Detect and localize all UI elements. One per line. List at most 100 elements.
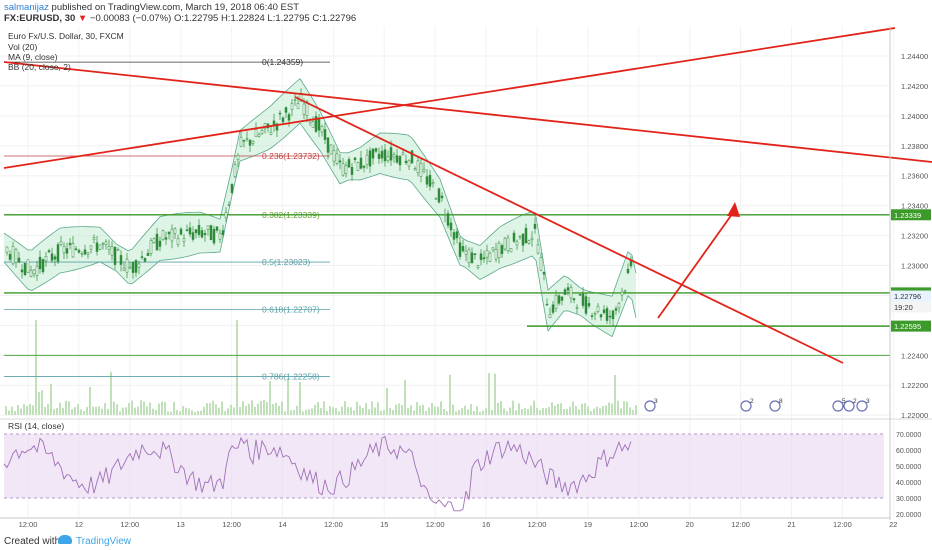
candle-body (422, 169, 426, 172)
candle-body (212, 229, 216, 244)
price-tick-label: 1.22200 (901, 381, 928, 390)
candle-body (134, 260, 138, 273)
candle-body (47, 250, 51, 253)
volume-bar (533, 400, 535, 415)
volume-bar (524, 408, 526, 415)
volume-bar (41, 390, 43, 415)
volume-bar (155, 410, 157, 415)
volume-bar (530, 405, 532, 415)
candle-body (89, 245, 93, 250)
candle-body (554, 294, 558, 309)
volume-bar (302, 411, 304, 415)
candle-body (113, 246, 117, 265)
candle-body (317, 118, 321, 131)
candle-body (557, 295, 561, 304)
rsi-tick-label: 20.0000 (896, 512, 921, 519)
candle-body (509, 248, 513, 253)
volume-bar (506, 411, 508, 415)
volume-bar (134, 407, 136, 415)
arrow-head-icon (727, 202, 740, 217)
rsi-axis[interactable]: 70.0000 60.0000 50.0000 40.0000 30.0000 20.00… (896, 432, 921, 519)
candle-body (242, 139, 246, 142)
volume-bar (347, 407, 349, 415)
volume-bar (329, 406, 331, 415)
volume-bar (56, 408, 58, 415)
candle-body (14, 249, 18, 263)
candle-body (119, 255, 123, 265)
candle-body (356, 162, 360, 171)
volume-bar (407, 407, 409, 415)
volume-bar (299, 382, 301, 415)
candle-body (434, 198, 438, 200)
volume-bar (626, 401, 628, 415)
price-tag-label: 1.22796 (894, 292, 921, 301)
time-tick-label: 20 (686, 520, 694, 529)
volume-bar (602, 406, 604, 415)
volume-bar (236, 320, 238, 415)
bollinger-lower (3, 122, 637, 338)
time-tick-label: 21 (787, 520, 795, 529)
volume-bar (317, 402, 319, 415)
volume-bar (194, 411, 196, 415)
time-axis[interactable]: 12:00 12 12:00 13 12:00 14 12:00 15 12:00 16 12:00… (19, 520, 898, 529)
trend-lines[interactable] (3, 27, 932, 364)
author-link[interactable]: salmanijaz (4, 2, 49, 13)
volume-bar (386, 388, 388, 415)
volume-bar (248, 403, 250, 415)
tradingview-brand[interactable]: TradingView (76, 536, 132, 547)
trend-line (3, 27, 896, 169)
fib-label: 0.786(1.22258) (262, 372, 320, 382)
volume-bar (515, 410, 517, 415)
trend-line (294, 96, 844, 364)
candle-body (182, 238, 186, 242)
candle-body (479, 253, 483, 261)
volume-bar (539, 410, 541, 415)
candle-body (584, 296, 588, 314)
candle-body (83, 249, 87, 255)
volume-bar (350, 407, 352, 415)
candle-body (392, 154, 396, 158)
volume-bar (377, 402, 379, 415)
price-tick-label: 1.24400 (901, 52, 928, 61)
volume-bar (158, 403, 160, 415)
candle-body (416, 160, 420, 174)
volume-bar (584, 403, 586, 415)
volume-bar (173, 402, 175, 415)
volume-bar (383, 410, 385, 415)
candle-body (467, 249, 471, 264)
volume-bar (560, 403, 562, 415)
volume-bar (179, 411, 181, 415)
event-count: 2 (750, 398, 754, 405)
candle-body (44, 256, 48, 262)
candle-body (179, 228, 183, 235)
volume-bar (446, 411, 448, 415)
candle-body (452, 232, 456, 240)
candle-body (290, 102, 294, 110)
candle-body (233, 164, 237, 178)
volume-bar (227, 408, 229, 415)
candle-body (593, 312, 597, 315)
price-tag-label: 1.22595 (894, 322, 921, 331)
volume-bar (116, 404, 118, 415)
candle-body (209, 225, 213, 241)
volume-bar (473, 410, 475, 415)
candle-body (575, 307, 579, 309)
volume-bar (14, 411, 16, 415)
price-axis[interactable]: 1.24400 1.24200 1.24000 1.23800 1.23600 1.234… (901, 52, 928, 420)
volume-bar (113, 401, 115, 415)
volume-bar (401, 404, 403, 415)
candle-body (401, 152, 405, 156)
volume-bar (161, 401, 163, 415)
candle-body (122, 267, 126, 271)
candle-body (443, 214, 447, 216)
candle-body (620, 291, 624, 296)
volume-bar (104, 403, 106, 415)
candle-body (17, 257, 21, 263)
volume-bar (593, 408, 595, 415)
candle-body (101, 243, 105, 245)
volume-bar (107, 408, 109, 415)
candle-body (107, 246, 111, 250)
volume-bar (464, 405, 466, 415)
